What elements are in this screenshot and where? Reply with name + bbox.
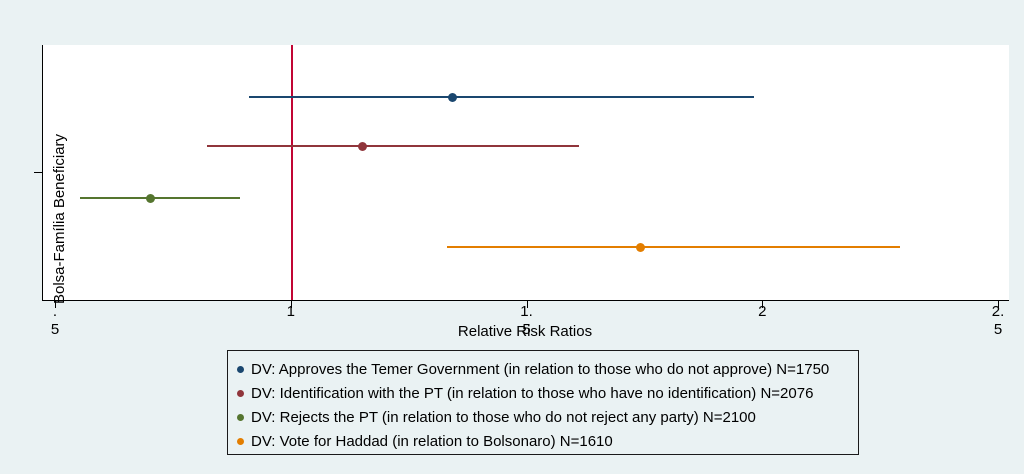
confidence-interval-line — [206, 145, 580, 147]
legend-item: DV: Identification with the PT (in relat… — [237, 382, 848, 405]
reference-line — [290, 45, 293, 300]
legend-marker-icon — [237, 438, 244, 445]
point-estimate-marker — [357, 141, 367, 151]
point-estimate-marker — [447, 92, 457, 102]
y-axis-tick — [34, 172, 42, 173]
x-axis-tick-label: 2. 5 — [991, 303, 1005, 338]
x-axis-tick-label: 2 — [758, 303, 767, 320]
point-estimate-marker — [145, 193, 155, 203]
legend-item-label: DV: Approves the Temer Government (in re… — [251, 361, 830, 378]
x-axis-title: Relative Risk Ratios — [457, 323, 593, 340]
x-axis-tick — [762, 301, 764, 308]
confidence-interval-line — [79, 197, 240, 199]
x-axis-tick-label: 1. 5 — [520, 303, 533, 338]
plot-area: Bolsa-Família Beneficiary — [34, 45, 1009, 304]
x-axis-tick — [55, 301, 56, 308]
legend-marker-icon — [237, 414, 244, 421]
y-axis-title: Bolsa-Família Beneficiary — [51, 133, 68, 305]
legend-marker-icon — [237, 390, 244, 397]
legend-item-label: DV: Vote for Haddad (in relation to Bols… — [251, 433, 613, 450]
legend-item: DV: Approves the Temer Government (in re… — [237, 358, 848, 381]
point-estimate-marker — [636, 242, 646, 252]
confidence-interval-line — [249, 96, 754, 98]
legend-item-label: DV: Identification with the PT (in relat… — [251, 385, 814, 402]
legend-item: DV: Rejects the PT (in relation to those… — [237, 406, 848, 429]
legend-item-label: DV: Rejects the PT (in relation to those… — [251, 409, 756, 426]
legend-item: DV: Vote for Haddad (in relation to Bols… — [237, 430, 848, 453]
legend-marker-icon — [237, 366, 244, 373]
x-axis-tick — [290, 301, 292, 308]
x-axis-tick — [998, 301, 999, 308]
x-axis-tick-label: . 5 — [50, 303, 60, 338]
x-axis-tick — [526, 301, 528, 308]
confidence-interval-line — [447, 246, 900, 248]
x-axis-tick-label: 1 — [286, 303, 295, 320]
legend: DV: Approves the Temer Government (in re… — [227, 350, 859, 455]
